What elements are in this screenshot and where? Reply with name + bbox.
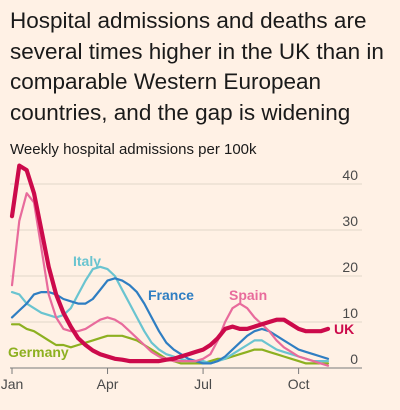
gridlines (10, 183, 362, 369)
y-tick-label: 30 (342, 213, 358, 229)
series-line-uk (9, 163, 331, 364)
series-line-france (10, 277, 330, 365)
chart-title: Hospital admissions and deaths are sever… (10, 8, 384, 125)
x-tick-label: Oct (288, 376, 310, 392)
series-label-uk: UK (334, 321, 354, 337)
series-lines (9, 163, 331, 367)
y-axis-ticks: 0 10 20 30 40 (342, 167, 358, 367)
x-tick-label: Jan (1, 376, 24, 392)
series-label-france: France (148, 287, 194, 303)
y-tick-label: 10 (342, 305, 358, 321)
series-label-germany: Germany (8, 344, 69, 360)
x-tick-label: Apr (97, 376, 119, 392)
series-line-spain (10, 192, 330, 367)
series-labels: Germany Italy France Spain UK (8, 253, 354, 360)
y-tick-label: 0 (350, 351, 358, 367)
chart-subtitle: Weekly hospital admissions per 100k (10, 141, 257, 158)
y-tick-label: 40 (342, 167, 358, 183)
x-axis: Jan Apr Jul Oct (1, 368, 310, 392)
x-tick-label: Jul (194, 376, 212, 392)
series-label-spain: Spain (229, 287, 267, 303)
y-tick-label: 20 (342, 259, 358, 275)
series-label-italy: Italy (73, 253, 101, 269)
